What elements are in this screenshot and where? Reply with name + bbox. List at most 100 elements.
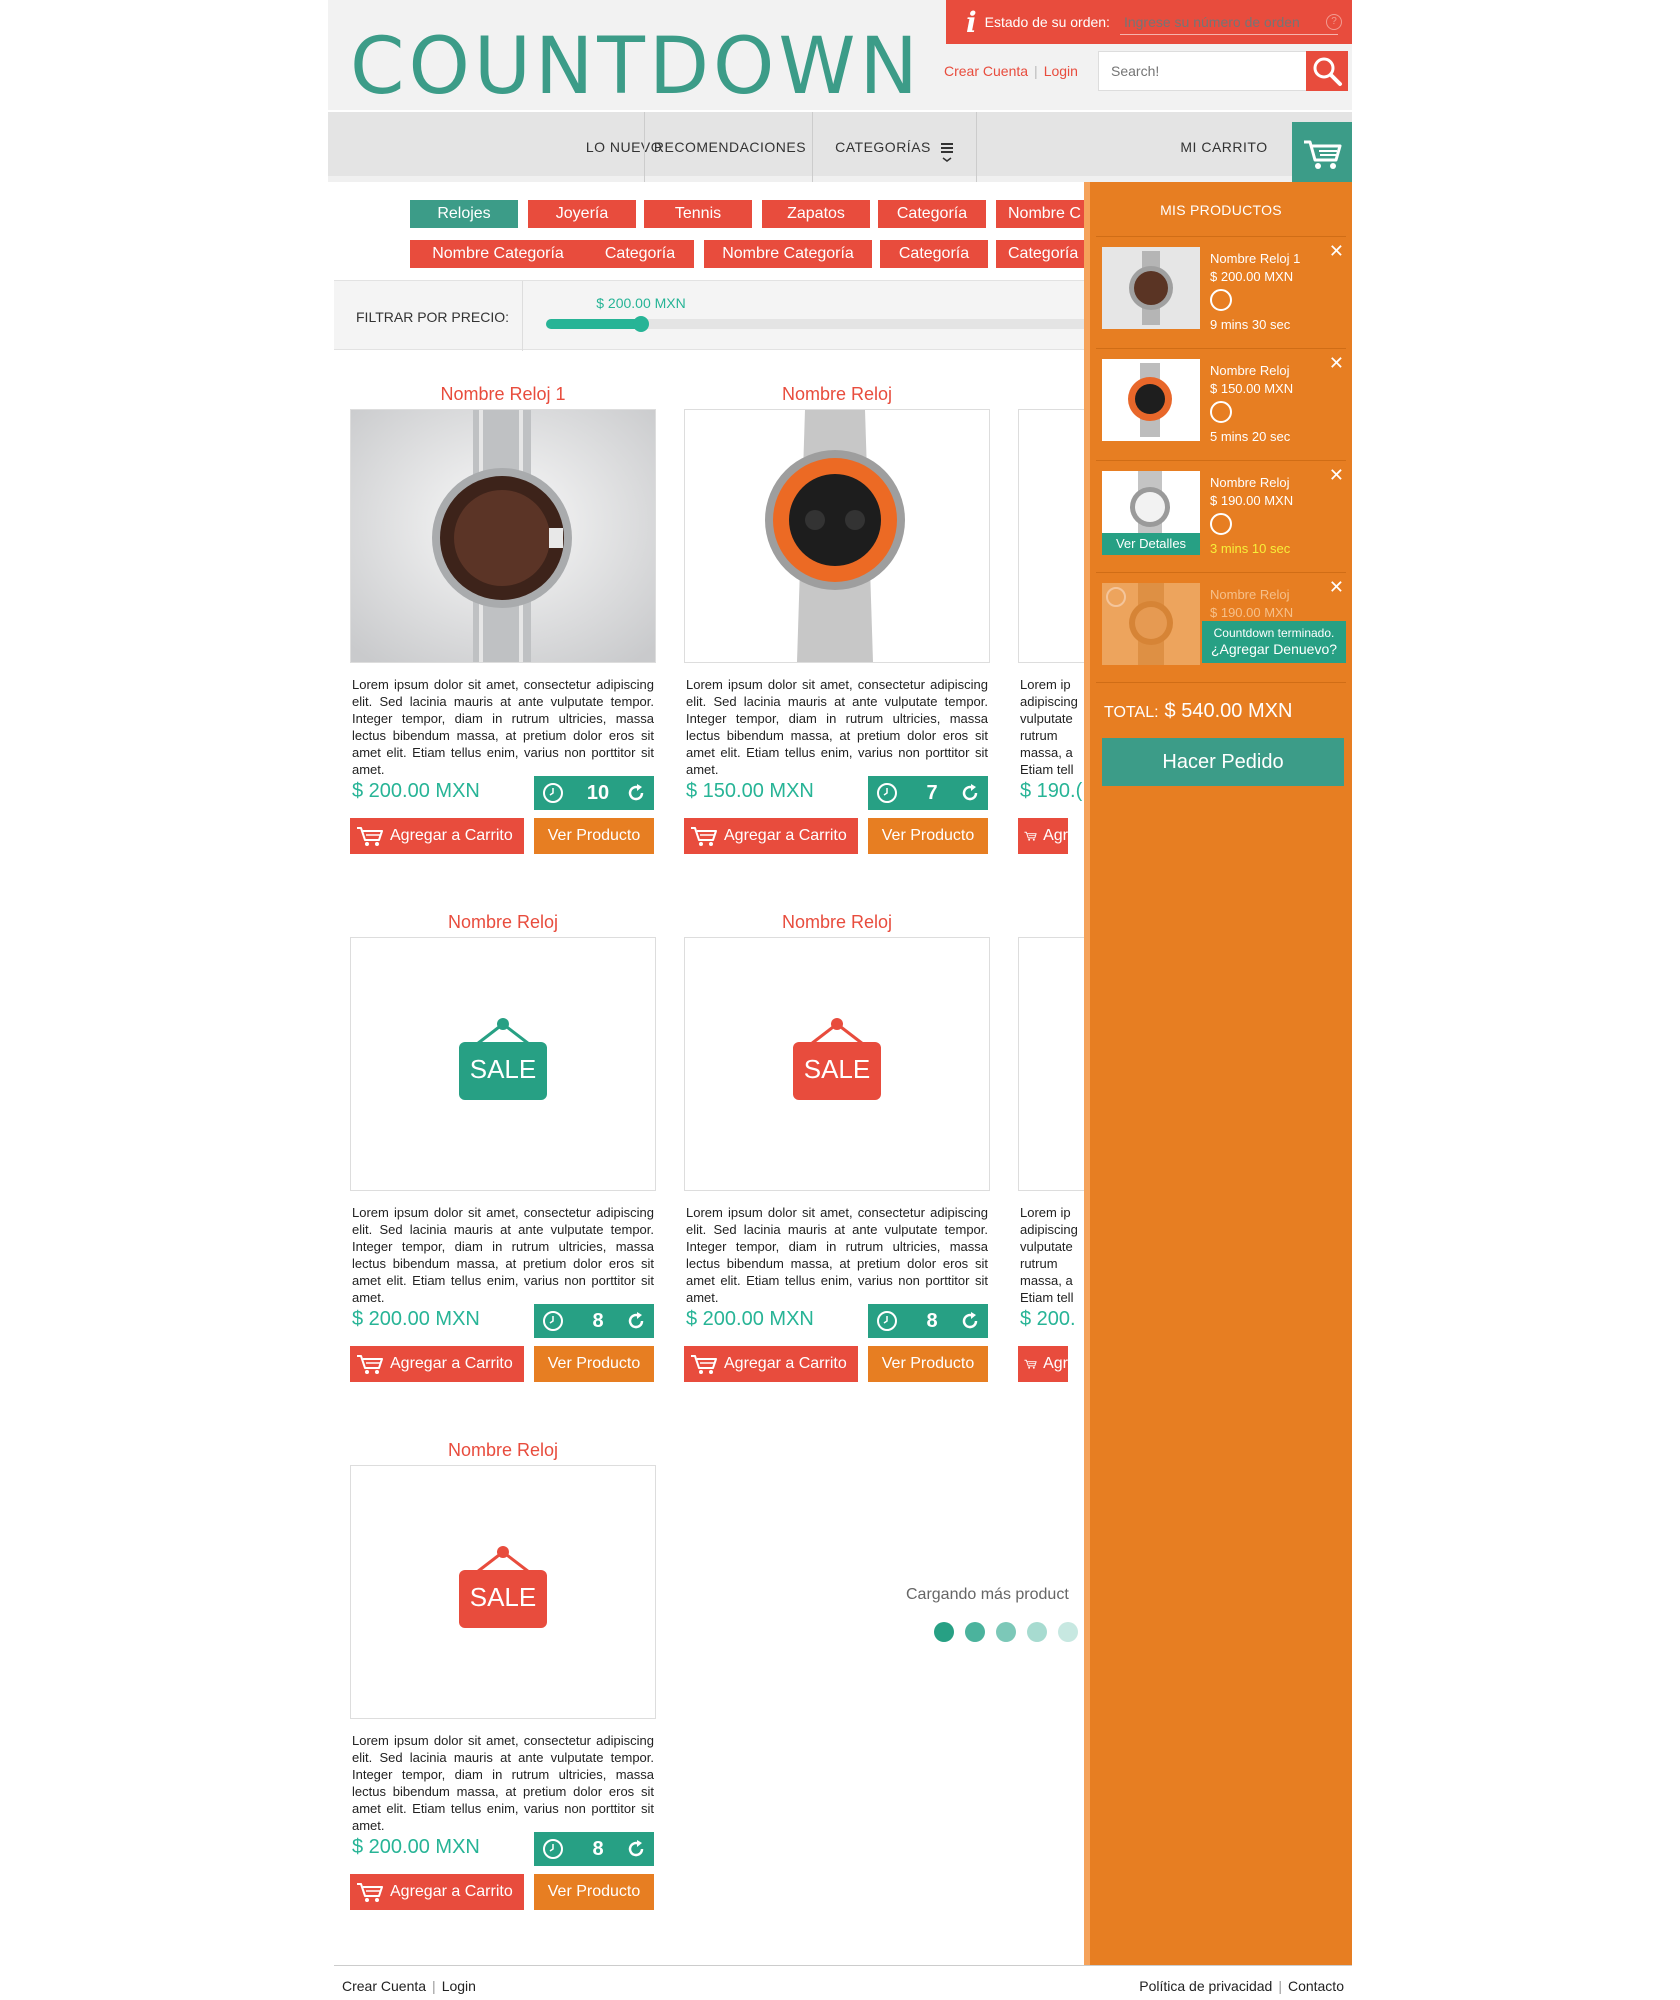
add-to-cart-button[interactable]: Agregar a Carrito	[684, 818, 858, 854]
add-to-cart-label: Agregar a Carrito	[390, 1883, 513, 1900]
description-line: massa, a	[1020, 745, 1073, 760]
clock-icon	[877, 1311, 897, 1331]
category-chip[interactable]: Categoría	[586, 240, 694, 268]
price-filter-label: FILTRAR POR PRECIO:	[356, 309, 509, 325]
view-product-button[interactable]: Ver Producto	[534, 818, 654, 854]
category-chip[interactable]: Zapatos	[762, 200, 870, 228]
product-title[interactable]: Nombre Reloj	[781, 912, 893, 932]
refresh-icon[interactable]	[960, 1311, 980, 1331]
sale-tag-icon	[459, 1018, 547, 1100]
search-button[interactable]	[1306, 51, 1348, 91]
description-line: adipiscing	[1020, 694, 1078, 709]
link-separator: |	[1278, 1978, 1282, 1994]
add-to-cart-button[interactable]: Agregar a Carrito	[350, 1346, 524, 1382]
cart-item-name: Nombre Reloj	[1210, 363, 1290, 378]
price-slider-fill	[546, 319, 641, 329]
add-to-cart-button[interactable]: Agregar a Carrito	[350, 1874, 524, 1910]
nav-recommendations[interactable]: RECOMENDACIONES	[653, 139, 807, 155]
countdown-value: 10	[586, 781, 610, 804]
add-to-cart-label: Agr	[1043, 827, 1068, 844]
product-image[interactable]: SALE	[350, 937, 656, 1191]
view-details-button[interactable]: Ver Detalles	[1102, 533, 1200, 555]
footer-create-account-link[interactable]: Crear Cuenta	[342, 1978, 427, 1994]
contact-link[interactable]: Contacto	[1287, 1978, 1344, 1994]
cart-item-price: $ 190.00 MXN	[1210, 605, 1294, 620]
product-title[interactable]: Nombre Reloj	[781, 384, 893, 404]
view-product-button[interactable]: Ver Producto	[534, 1874, 654, 1910]
product-price: $ 200.	[1020, 1308, 1076, 1330]
cart-item-name: Nombre Reloj	[1210, 587, 1290, 602]
add-to-cart-label: Agregar a Carrito	[390, 1355, 513, 1372]
nav-categories[interactable]: CATEGORÍAS	[816, 112, 976, 182]
refresh-icon[interactable]	[626, 783, 646, 803]
product-title[interactable]: Nombre Reloj 1	[440, 384, 566, 404]
product-image[interactable]: SALE	[684, 937, 990, 1191]
product-image[interactable]	[350, 409, 656, 663]
cart-item-image[interactable]	[1102, 247, 1200, 329]
cart-item-image[interactable]	[1102, 359, 1200, 441]
cart-total-value: $ 540.00 MXN	[1164, 700, 1293, 722]
price-slider[interactable]: $ 200.00 MXN	[546, 295, 1106, 332]
category-chip[interactable]: Nombre Categoría	[704, 240, 872, 268]
category-chip[interactable]: Nombre C	[996, 200, 1086, 228]
login-link[interactable]: Login	[1043, 63, 1078, 79]
cart-item-expired: Nombre Reloj $ 190.00 MXN Countdown term…	[1096, 572, 1346, 676]
category-chip[interactable]: Joyería	[528, 200, 636, 228]
category-chip[interactable]: Nombre Categoría	[410, 240, 586, 268]
product-image[interactable]	[684, 409, 990, 663]
help-icon[interactable]: ?	[1326, 14, 1342, 30]
product-title[interactable]: Nombre Reloj	[447, 912, 559, 932]
nav-cart[interactable]: MI CARRITO	[1180, 139, 1268, 155]
re-add-button[interactable]: Countdown terminado. ¿Agregar Denuevo?	[1202, 621, 1346, 663]
sale-tag-icon	[459, 1546, 547, 1628]
category-chip[interactable]: Categoría	[878, 200, 986, 228]
footer-left-links: Crear Cuenta | Login	[342, 1978, 476, 1994]
product-image[interactable]	[1018, 937, 1084, 1191]
create-account-link[interactable]: Crear Cuenta	[944, 63, 1029, 79]
category-chip[interactable]: Categoría	[880, 240, 988, 268]
close-icon[interactable]: ✕	[1328, 353, 1344, 373]
logo[interactable]: COUNTDOWN	[350, 22, 922, 112]
loading-dot	[934, 1622, 954, 1642]
view-product-button[interactable]: Ver Producto	[868, 1346, 988, 1382]
footer-login-link[interactable]: Login	[441, 1978, 476, 1994]
nav-new[interactable]: LO NUEVO	[585, 139, 663, 155]
cart-icon	[357, 1355, 383, 1374]
nav-separator	[644, 112, 645, 182]
privacy-link[interactable]: Política de privacidad	[1139, 1978, 1273, 1994]
price-slider-handle[interactable]	[633, 316, 649, 332]
product-title[interactable]: Nombre Reloj	[447, 1440, 559, 1460]
cart-item-name: Nombre Reloj	[1210, 475, 1290, 490]
view-product-button[interactable]: Ver Producto	[534, 1346, 654, 1382]
cart-icon	[357, 827, 383, 846]
search-input[interactable]	[1099, 52, 1309, 90]
product-image[interactable]: SALE	[350, 1465, 656, 1719]
refresh-icon[interactable]	[626, 1839, 646, 1859]
refresh-icon[interactable]	[626, 1311, 646, 1331]
clock-icon	[1210, 289, 1232, 311]
close-icon[interactable]: ✕	[1328, 241, 1344, 261]
order-number-input[interactable]	[1119, 9, 1338, 35]
close-icon[interactable]: ✕	[1328, 577, 1344, 597]
product-image[interactable]	[1018, 409, 1084, 663]
product-card: Nombre Reloj SALE Lorem ipsum dolor sit am…	[350, 912, 660, 1392]
cart-button[interactable]	[1292, 122, 1352, 192]
category-chip-relojes[interactable]: Relojes	[410, 200, 518, 228]
view-product-button[interactable]: Ver Producto	[868, 818, 988, 854]
order-status-label: Estado de su orden:	[984, 14, 1110, 30]
category-chip[interactable]: Categoría	[996, 240, 1086, 268]
place-order-button[interactable]: Hacer Pedido	[1102, 738, 1344, 786]
loading-text: Cargando más product	[906, 1586, 1069, 1603]
add-to-cart-button[interactable]: Agr	[1018, 818, 1068, 854]
cart-item-name: Nombre Reloj 1	[1210, 251, 1301, 266]
add-to-cart-button[interactable]: Agr	[1018, 1346, 1068, 1382]
add-to-cart-button[interactable]: Agregar a Carrito	[350, 818, 524, 854]
category-chip[interactable]: Tennis	[644, 200, 752, 228]
refresh-icon[interactable]	[960, 783, 980, 803]
watch-image	[1102, 359, 1200, 441]
loading-dot	[1058, 1622, 1078, 1642]
close-icon[interactable]: ✕	[1328, 465, 1344, 485]
search-icon	[1313, 57, 1342, 86]
cart-item-image[interactable]	[1102, 583, 1200, 665]
add-to-cart-button[interactable]: Agregar a Carrito	[684, 1346, 858, 1382]
